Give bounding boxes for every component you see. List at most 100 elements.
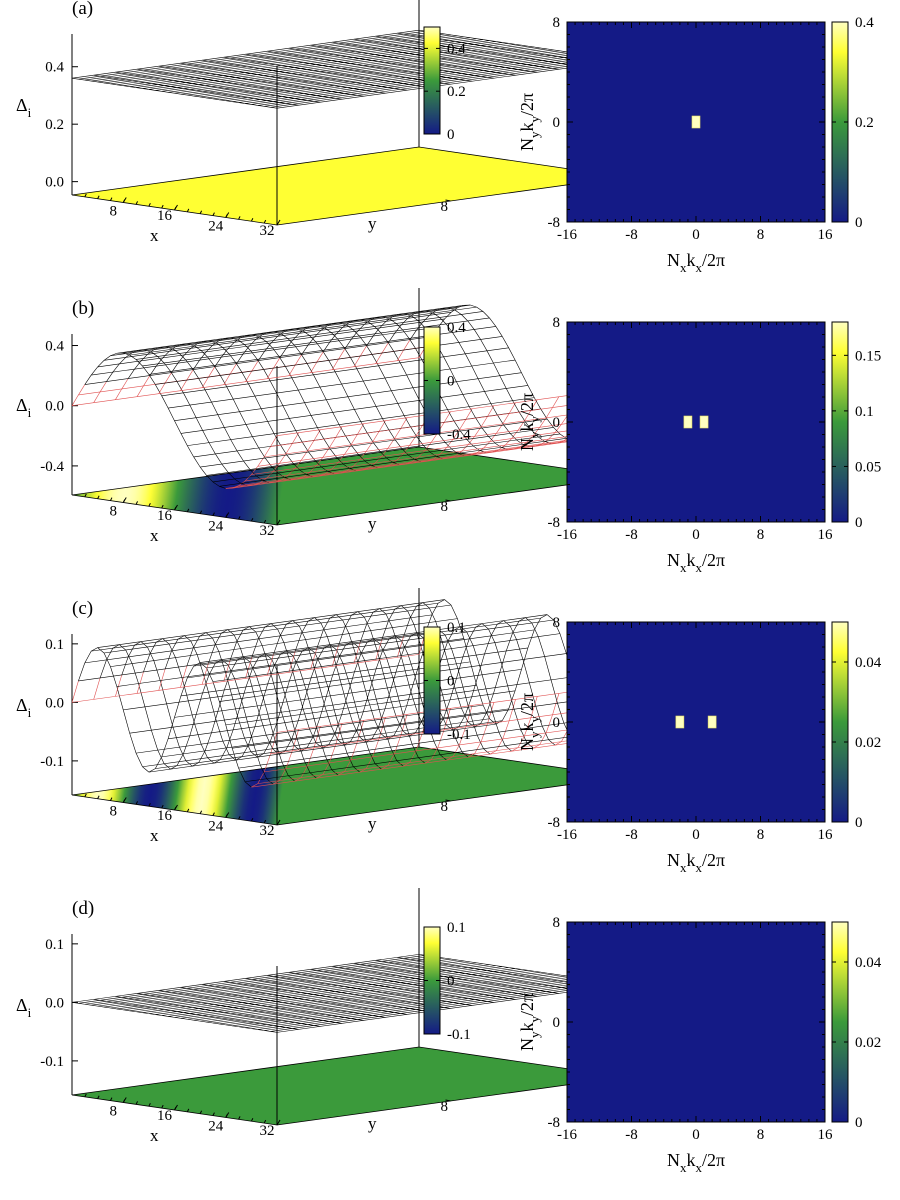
x-minor-tick — [238, 1116, 241, 1120]
mesh-line — [193, 971, 541, 1021]
mesh-line — [465, 79, 473, 82]
mesh-line — [250, 73, 258, 75]
mesh-line — [97, 1005, 105, 1008]
mesh-line — [205, 85, 212, 87]
mesh-line — [468, 406, 476, 419]
x-tick-label: 32 — [260, 1123, 275, 1139]
x-tick-label: 16 — [818, 827, 834, 843]
x-tick-label: 8 — [110, 204, 118, 220]
mesh-line — [148, 768, 156, 773]
mesh-line — [392, 999, 400, 1002]
mesh-line — [166, 703, 174, 728]
mesh-line — [395, 635, 402, 642]
mesh-line — [343, 80, 350, 83]
mesh-line — [177, 68, 185, 71]
mesh-line — [308, 1005, 316, 1008]
mesh-line — [481, 623, 489, 630]
mesh-line — [336, 48, 343, 51]
mesh-line — [166, 346, 174, 350]
mesh-line — [298, 73, 305, 76]
mesh-line — [416, 632, 424, 639]
mesh-line — [71, 954, 420, 1003]
mesh-line — [388, 37, 395, 40]
mesh-line — [405, 970, 412, 973]
mesh-line — [170, 1010, 178, 1012]
mesh-line — [493, 362, 501, 376]
mesh-line — [533, 427, 540, 436]
mesh-line — [361, 319, 369, 323]
mesh-line — [546, 991, 553, 993]
mesh-line — [266, 1024, 274, 1026]
mesh-line — [303, 93, 311, 95]
mesh-line — [401, 448, 409, 456]
mesh-line — [526, 435, 534, 443]
mesh-line — [220, 1005, 227, 1007]
mesh-line — [294, 745, 301, 752]
mesh-line — [357, 1019, 364, 1021]
mesh-line — [258, 447, 266, 459]
mesh-line — [221, 659, 229, 666]
x-minor-tick — [199, 210, 203, 214]
mesh-line — [247, 1021, 254, 1024]
mesh-line — [502, 720, 510, 739]
mesh-line — [340, 979, 347, 982]
x-minor-tick — [238, 216, 241, 220]
mesh-line — [552, 693, 560, 715]
mesh-line — [209, 340, 217, 344]
mesh-line — [180, 647, 528, 697]
mesh-line — [396, 975, 403, 977]
mesh-line — [331, 60, 338, 62]
x-axis-label: Nxkx/2π — [667, 1150, 725, 1175]
mesh-line — [465, 973, 472, 975]
mesh-line — [332, 41, 339, 44]
mesh-line — [355, 653, 363, 677]
x-tick-label: 32 — [260, 523, 275, 539]
mesh-line — [174, 695, 182, 718]
mesh-line — [391, 390, 399, 404]
mesh-line — [151, 1007, 158, 1010]
mesh-line — [486, 46, 494, 48]
mesh-line — [518, 411, 526, 423]
mesh-line — [517, 993, 525, 995]
mesh-line — [181, 999, 189, 1002]
y-axis-label: y — [368, 1114, 377, 1133]
mesh-line — [239, 686, 247, 709]
mesh-line — [192, 635, 200, 649]
mesh-line — [375, 406, 383, 419]
mesh-line — [444, 82, 451, 85]
mesh-line — [545, 714, 553, 733]
mesh-line — [387, 1011, 395, 1013]
y-tick-label: 8 — [553, 15, 561, 31]
mesh-line — [185, 359, 193, 369]
mesh-line — [282, 77, 290, 80]
mesh-line — [415, 720, 423, 733]
mesh-line — [237, 1013, 244, 1016]
mesh-line — [121, 656, 129, 676]
mesh-line — [341, 383, 349, 397]
y-axis-label: Nyky/2π — [517, 993, 542, 1051]
mesh-line — [311, 981, 319, 984]
mesh-line — [372, 738, 380, 757]
x-tick-label: 16 — [818, 527, 834, 543]
mesh-line — [554, 424, 562, 433]
mesh-line — [270, 58, 618, 108]
mesh-line — [319, 696, 327, 718]
mesh-line — [326, 996, 333, 998]
mesh-line — [266, 367, 274, 379]
mesh-line — [373, 638, 381, 645]
mesh-line — [521, 372, 529, 386]
mesh-line — [307, 100, 315, 102]
mesh-line — [275, 64, 282, 66]
mesh-line — [156, 357, 163, 367]
x-tick-label: 8 — [757, 527, 765, 543]
mesh-line — [165, 66, 172, 69]
x-axis-label: x — [150, 226, 159, 245]
mesh-line — [296, 61, 304, 63]
mesh-line — [493, 971, 500, 973]
x-minor-tick — [263, 519, 267, 524]
mesh-line — [467, 43, 475, 45]
mesh-line — [559, 633, 567, 654]
mesh-line — [468, 753, 475, 758]
mesh-line — [327, 471, 335, 474]
mesh-line — [142, 365, 150, 375]
